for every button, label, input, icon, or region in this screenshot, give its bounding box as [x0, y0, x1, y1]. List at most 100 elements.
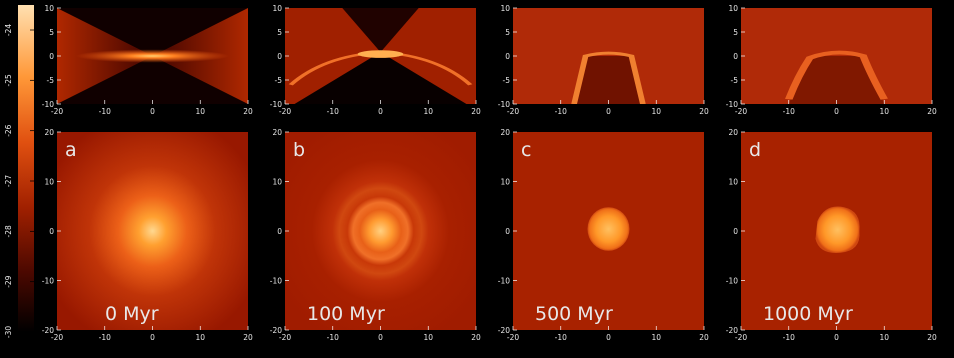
y-tick-label: 5: [505, 28, 510, 37]
panel-image: [285, 8, 476, 104]
core: [357, 50, 404, 58]
time-label: 1000 Myr: [763, 303, 853, 325]
x-tick-label: 10: [423, 107, 433, 116]
y-tick-label: 0: [505, 52, 510, 61]
panel-label: d: [749, 139, 761, 161]
panel-image: [285, 132, 476, 330]
shell: [785, 50, 888, 100]
y-tick-label: 0: [505, 227, 510, 236]
x-tick-label: 0: [378, 333, 383, 342]
cone: [294, 52, 467, 104]
y-tick-label: 10: [44, 4, 54, 13]
density-map: [285, 132, 476, 330]
cavity: [574, 56, 643, 104]
time-label: 100 Myr: [307, 303, 385, 325]
x-tick-label: -10: [783, 107, 795, 116]
shell: [571, 51, 646, 104]
y-tick-label: 10: [272, 4, 282, 13]
y-tick-label: -10: [42, 277, 54, 286]
colorbar: [18, 5, 34, 332]
panel-image: [57, 132, 248, 330]
y-tick-label: 0: [733, 227, 738, 236]
panel-label: a: [65, 139, 77, 161]
cone: [342, 8, 419, 53]
x-tick-label: 20: [927, 333, 937, 342]
y-tick-label: -10: [498, 100, 510, 109]
x-tick-label: 10: [879, 107, 889, 116]
x-tick-label: -10: [555, 107, 567, 116]
x-tick-label: -20: [735, 107, 747, 116]
y-tick-label: -10: [270, 100, 282, 109]
x-tick-label: 10: [195, 333, 205, 342]
y-tick-label: 20: [728, 128, 738, 137]
time-label: 500 Myr: [535, 303, 613, 325]
x-tick-label: 10: [195, 107, 205, 116]
y-tick-label: 10: [728, 4, 738, 13]
x-tick-label: 10: [651, 333, 661, 342]
y-tick-label: 10: [272, 178, 282, 187]
y-tick-label: -5: [275, 76, 283, 85]
x-tick-label: -10: [327, 107, 339, 116]
x-tick-label: -10: [99, 107, 111, 116]
x-tick-label: 10: [423, 333, 433, 342]
colorbar-tick-label: -30: [4, 326, 13, 338]
x-tick-label: 20: [243, 107, 253, 116]
blob: [815, 206, 860, 253]
y-tick-label: 0: [277, 52, 282, 61]
colorbar-tick-label: -28: [4, 225, 13, 237]
y-tick-label: 10: [44, 178, 54, 187]
y-tick-label: 5: [49, 28, 54, 37]
x-tick-label: 20: [243, 333, 253, 342]
y-tick-label: 5: [733, 28, 738, 37]
colorbar-tick-label: -25: [4, 74, 13, 86]
y-tick-label: 0: [49, 227, 54, 236]
panel-image: [741, 132, 932, 330]
y-tick-label: -10: [498, 277, 510, 286]
x-tick-label: 10: [651, 107, 661, 116]
disk: [76, 49, 229, 63]
x-tick-label: 0: [606, 107, 611, 116]
x-tick-label: -20: [51, 333, 63, 342]
y-tick-label: -5: [731, 76, 739, 85]
x-tick-label: 0: [834, 333, 839, 342]
density-map: [57, 132, 248, 330]
y-tick-label: -5: [47, 76, 55, 85]
panel-image: [513, 132, 704, 330]
y-tick-label: 10: [500, 178, 510, 187]
time-label: 0 Myr: [105, 303, 159, 325]
y-tick-label: -10: [270, 277, 282, 286]
y-tick-label: -20: [270, 326, 282, 335]
x-tick-label: 0: [150, 333, 155, 342]
y-tick-label: -10: [726, 277, 738, 286]
y-tick-label: 20: [500, 128, 510, 137]
y-tick-label: -20: [498, 326, 510, 335]
blob: [587, 207, 630, 251]
y-tick-label: 5: [277, 28, 282, 37]
panel-label: c: [521, 139, 531, 161]
colorbar-tick-label: -24: [4, 24, 13, 36]
panel-image: [57, 8, 248, 104]
x-tick-label: -20: [735, 333, 747, 342]
colorbar-tick-label: -27: [4, 175, 13, 187]
x-tick-label: -20: [279, 107, 291, 116]
x-tick-label: 20: [471, 107, 481, 116]
panel-image: [741, 8, 932, 104]
y-tick-label: 20: [44, 128, 54, 137]
panel-image: [513, 8, 704, 104]
x-tick-label: 20: [699, 333, 709, 342]
cavity: [788, 56, 885, 104]
x-tick-label: 20: [699, 107, 709, 116]
y-tick-label: -20: [42, 326, 54, 335]
x-tick-label: -10: [327, 333, 339, 342]
x-tick-label: 0: [378, 107, 383, 116]
y-tick-label: 0: [49, 52, 54, 61]
y-tick-label: 10: [500, 4, 510, 13]
y-tick-label: 20: [272, 128, 282, 137]
x-tick-label: -20: [507, 107, 519, 116]
y-tick-label: 0: [733, 52, 738, 61]
x-tick-label: -20: [51, 107, 63, 116]
panel-label: b: [293, 139, 305, 161]
y-tick-label: 0: [277, 227, 282, 236]
